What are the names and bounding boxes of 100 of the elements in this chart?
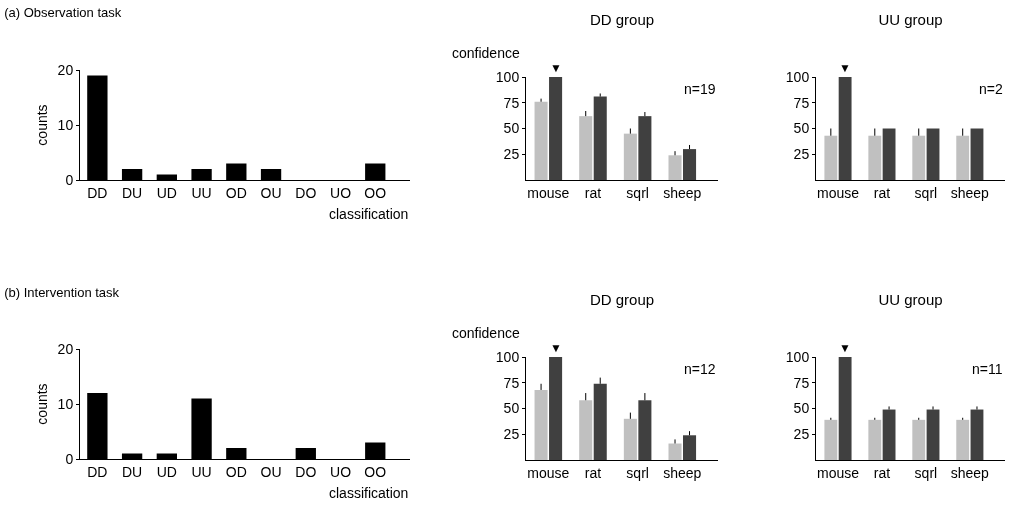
x-tick-label: sheep [663, 184, 702, 201]
y-tick-label: 0 [65, 171, 74, 188]
chart-title: UU group [878, 11, 943, 29]
x-tick-label: DO [295, 463, 317, 480]
x-tick-label: OD [225, 463, 247, 480]
x-tick-label: UO [330, 184, 352, 201]
annotation: ▼ [839, 61, 851, 75]
x-tick-label: sqrl [914, 184, 938, 201]
bar [579, 400, 593, 460]
x-tick-label: UO [330, 463, 352, 480]
x-tick-label: mouse [816, 464, 860, 481]
bar [623, 133, 637, 180]
y-tick-label: 100 [495, 68, 520, 85]
bar [912, 419, 926, 460]
bar [868, 135, 882, 180]
bar [668, 443, 682, 460]
annotation: n=11 [972, 361, 1003, 377]
x-tick-label: rat [873, 184, 891, 201]
bar [683, 149, 697, 180]
chart-title: DD group [589, 291, 655, 309]
chart-title: (b) Intervention task [4, 284, 120, 300]
x-tick-label: OO [364, 463, 387, 480]
y-axis-title: counts [34, 104, 51, 146]
x-tick-label: OU [260, 463, 282, 480]
bar [638, 400, 652, 460]
chart-title: (a) Observation task [4, 4, 122, 20]
x-tick-label: rat [873, 464, 891, 481]
y-tick-label: 75 [503, 374, 520, 391]
bar [970, 128, 984, 180]
x-tick-label: sqrl [626, 464, 649, 481]
bar [638, 116, 652, 180]
bar [683, 435, 697, 460]
bar [549, 357, 563, 460]
y-axis-title: confidence [452, 45, 520, 61]
annotation: ▼ [839, 341, 851, 355]
y-tick-label: 75 [793, 374, 810, 391]
x-tick-label: mouse [527, 184, 570, 201]
y-tick-label: 0 [65, 450, 74, 467]
annotation: n=2 [979, 81, 1003, 97]
y-tick-label: 20 [57, 61, 74, 78]
x-tick-label: UD [156, 463, 177, 480]
bar [593, 96, 607, 180]
bar [912, 135, 926, 180]
annotation: ▼ [550, 61, 562, 75]
x-tick-label: OD [225, 184, 247, 201]
y-tick-label: 25 [793, 426, 810, 443]
bar [970, 409, 984, 460]
y-tick-label: 10 [57, 116, 74, 133]
bar [824, 135, 838, 180]
x-tick-label: OU [260, 184, 282, 201]
x-tick-label: DU [121, 184, 143, 201]
annotation: n=12 [684, 361, 716, 377]
annotation: ▼ [550, 341, 562, 355]
y-tick-label: 10 [57, 395, 74, 412]
x-tick-label: UU [191, 184, 212, 201]
y-tick-label: 50 [793, 400, 810, 417]
y-tick-label: 75 [503, 94, 520, 111]
x-tick-label: sqrl [626, 184, 649, 201]
bar [882, 128, 896, 180]
bar [838, 77, 852, 180]
bar [824, 419, 838, 460]
x-tick-label: UU [191, 463, 212, 480]
bar [926, 409, 940, 460]
x-tick-label: rat [584, 464, 602, 481]
x-tick-label: mouse [816, 184, 860, 201]
x-tick-label: UD [156, 184, 177, 201]
y-tick-label: 20 [57, 340, 74, 357]
x-tick-label: OO [364, 184, 387, 201]
x-tick-label: sheep [950, 184, 990, 201]
chart-title: DD group [589, 11, 655, 29]
x-axis-title: classification [329, 206, 409, 222]
bar [882, 409, 896, 460]
y-axis-title: counts [34, 383, 51, 425]
bar [549, 77, 563, 180]
bar [579, 116, 593, 180]
x-tick-label: DD [87, 463, 108, 480]
x-tick-label: sheep [663, 464, 702, 481]
x-tick-label: DD [87, 184, 108, 201]
y-axis-title: confidence [452, 325, 520, 341]
chart-title: UU group [878, 291, 943, 309]
bar [926, 128, 940, 180]
x-tick-label: DU [121, 463, 143, 480]
annotation: n=19 [684, 81, 716, 97]
y-tick-label: 50 [503, 400, 520, 417]
y-tick-label: 25 [503, 426, 520, 443]
y-tick-label: 25 [793, 146, 810, 163]
bar [668, 155, 682, 180]
y-tick-label: 100 [785, 68, 810, 85]
x-tick-label: sheep [950, 464, 990, 481]
y-tick-label: 50 [503, 120, 520, 137]
bar [534, 101, 548, 180]
x-tick-label: rat [584, 184, 602, 201]
bar [956, 419, 970, 460]
y-tick-label: 25 [503, 146, 520, 163]
y-tick-label: 50 [793, 120, 810, 137]
y-tick-label: 100 [785, 348, 810, 365]
bar [623, 418, 637, 460]
y-tick-label: 100 [495, 348, 520, 365]
x-tick-label: mouse [527, 464, 570, 481]
x-tick-label: sqrl [914, 464, 938, 481]
